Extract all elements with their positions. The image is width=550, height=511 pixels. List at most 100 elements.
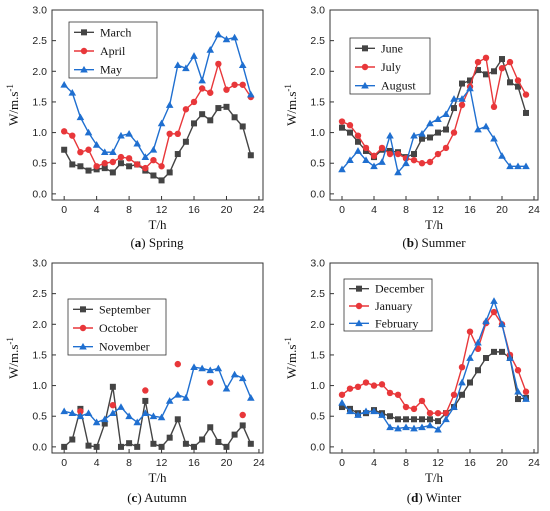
data-point <box>522 162 530 170</box>
data-point <box>215 60 222 68</box>
data-point <box>522 395 530 402</box>
data-point <box>68 409 77 417</box>
panel-a: 0.0 0.5 1.0 1.5 2.0 2.5 3.0 0 4 8 12 16 20 24 T/h W/m.s… <box>5 5 265 251</box>
data-point <box>490 134 498 142</box>
data-point <box>354 147 362 154</box>
legend-entry: February <box>375 316 418 330</box>
data-point <box>410 424 418 432</box>
data-point <box>85 167 92 174</box>
data-point <box>222 35 231 43</box>
series-line-november <box>64 366 252 424</box>
data-point <box>411 416 417 423</box>
y-axis-label: W/m.s-1 <box>5 84 21 126</box>
y-tick-label: 2.0 <box>32 66 47 78</box>
data-point <box>338 398 346 406</box>
legend: June July August <box>349 37 431 95</box>
data-point <box>101 420 108 427</box>
data-point <box>207 89 214 96</box>
data-point <box>173 61 182 69</box>
plot-frame <box>329 9 539 201</box>
x-tick-label: 0 <box>61 204 67 216</box>
data-point <box>191 120 198 127</box>
data-point <box>141 409 150 417</box>
series-line-april <box>63 63 252 169</box>
data-point <box>230 33 239 41</box>
x-tick-label: 0 <box>61 457 67 469</box>
data-point <box>338 118 346 125</box>
data-point <box>394 150 402 158</box>
data-point <box>190 363 198 371</box>
x-tick-label: 20 <box>221 457 233 469</box>
x-tick-label: 16 <box>464 204 476 216</box>
y-tick-label: 0.5 <box>32 158 47 170</box>
data-point <box>109 401 117 409</box>
y-tick-label: 2.5 <box>32 35 47 47</box>
y-tick-label: 2.0 <box>310 319 325 331</box>
legend: December January February <box>343 278 433 332</box>
x-tick-label: 8 <box>126 457 132 469</box>
data-point <box>459 391 465 398</box>
data-point <box>466 354 474 361</box>
data-point <box>247 90 255 98</box>
data-point <box>61 443 68 450</box>
data-point <box>355 138 361 145</box>
data-point <box>395 416 401 423</box>
data-point <box>77 163 84 170</box>
data-point <box>117 160 124 167</box>
y-tick-label: 1.0 <box>310 127 325 139</box>
data-point <box>76 113 85 121</box>
data-point <box>109 158 117 166</box>
series-march <box>61 103 254 184</box>
data-point <box>117 443 124 450</box>
legend-swatch-marker <box>79 342 87 350</box>
legend-entry: May <box>100 63 122 77</box>
data-point <box>475 367 481 374</box>
panel-caption: (c) Autumn <box>127 490 187 505</box>
data-point <box>419 135 425 142</box>
data-point <box>101 165 108 172</box>
legend-entry: April <box>100 44 126 58</box>
y-tick-label: 1.5 <box>32 96 47 108</box>
data-point <box>68 88 77 96</box>
data-point <box>206 366 215 374</box>
data-point <box>100 415 109 423</box>
data-point <box>117 131 125 139</box>
x-tick-label: 8 <box>403 457 409 469</box>
data-point <box>117 403 125 410</box>
data-point <box>60 80 68 88</box>
series-may <box>60 30 255 160</box>
data-point <box>166 169 173 176</box>
data-point <box>149 412 158 420</box>
x-tick-label: 24 <box>253 457 265 469</box>
data-point <box>247 440 254 447</box>
x-tick-label: 0 <box>339 204 345 216</box>
plot-frame <box>51 262 264 454</box>
x-tick-label: 24 <box>528 457 540 469</box>
data-point <box>182 440 189 447</box>
data-point <box>442 110 450 118</box>
data-point <box>467 77 473 84</box>
x-tick-label: 16 <box>464 457 476 469</box>
data-point <box>362 156 370 164</box>
data-point <box>490 297 498 304</box>
panel-caption: (d) Winter <box>407 490 462 505</box>
panel-caption: (b) Summer <box>402 235 466 250</box>
y-tick-label: 0.0 <box>310 441 325 453</box>
series-november <box>60 363 255 426</box>
data-point <box>207 424 214 431</box>
data-point <box>386 150 394 158</box>
data-point <box>523 109 529 116</box>
data-point <box>158 443 165 450</box>
series-line-march <box>63 106 252 182</box>
data-point <box>231 431 238 438</box>
y-axis-label: W/m.s-1 <box>283 84 299 126</box>
data-point <box>338 165 346 173</box>
data-point <box>85 442 92 449</box>
data-point <box>466 328 474 335</box>
data-point <box>157 413 166 421</box>
data-point <box>214 30 223 38</box>
panel-d: 0.0 0.5 1.0 1.5 2.0 2.5 3.0 0 4 8 12 16 20 24 T/h W/m.s… <box>283 258 540 506</box>
data-point <box>514 162 522 170</box>
data-point <box>149 145 158 153</box>
